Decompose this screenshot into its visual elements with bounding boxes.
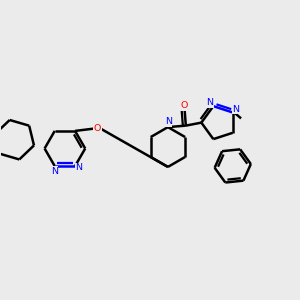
- Text: N: N: [232, 105, 239, 114]
- Text: N: N: [51, 167, 58, 176]
- Text: O: O: [94, 124, 101, 133]
- Text: N: N: [75, 163, 82, 172]
- Text: N: N: [165, 117, 172, 126]
- Text: N: N: [206, 98, 213, 107]
- Text: O: O: [181, 101, 188, 110]
